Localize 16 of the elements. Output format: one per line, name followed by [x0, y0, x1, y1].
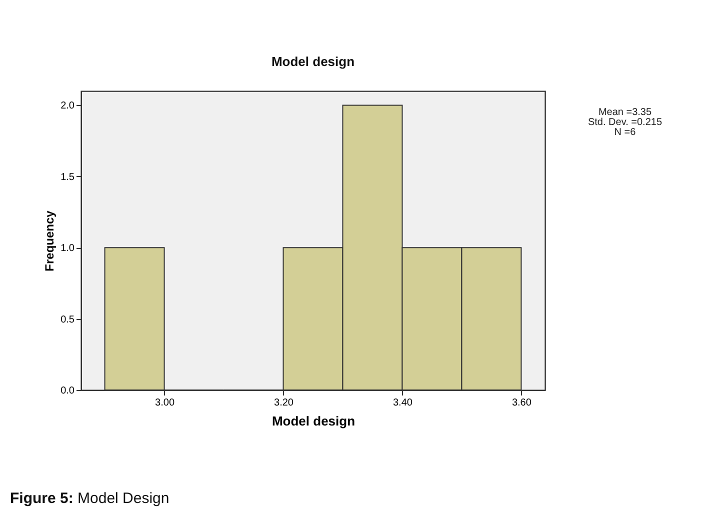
y-axis-title: Frequency — [42, 210, 57, 272]
chart-title: Model design — [271, 54, 355, 69]
x-tick-label: 3.60 — [512, 398, 532, 408]
y-tick-label: 0.5 — [60, 314, 75, 326]
y-tick-label: 1.0 — [60, 243, 75, 254]
y-tick-label: 0.0 — [60, 386, 75, 396]
text: Std. Dev. =0.215 — [586, 117, 664, 128]
y-tick-label: 1.5 — [60, 172, 75, 183]
x-tick-label: 3.40 — [392, 398, 413, 408]
x-tick-label: 3.20 — [274, 398, 294, 408]
caption: Figure 5: Model Design — [10, 490, 170, 507]
y-tick-label: 2.0 — [60, 100, 75, 112]
text: Mean =3.35 — [598, 107, 653, 118]
x-tick-label: 3.00 — [155, 398, 175, 408]
text: N =6 — [613, 127, 637, 138]
x-axis-title: Model design — [272, 414, 356, 428]
